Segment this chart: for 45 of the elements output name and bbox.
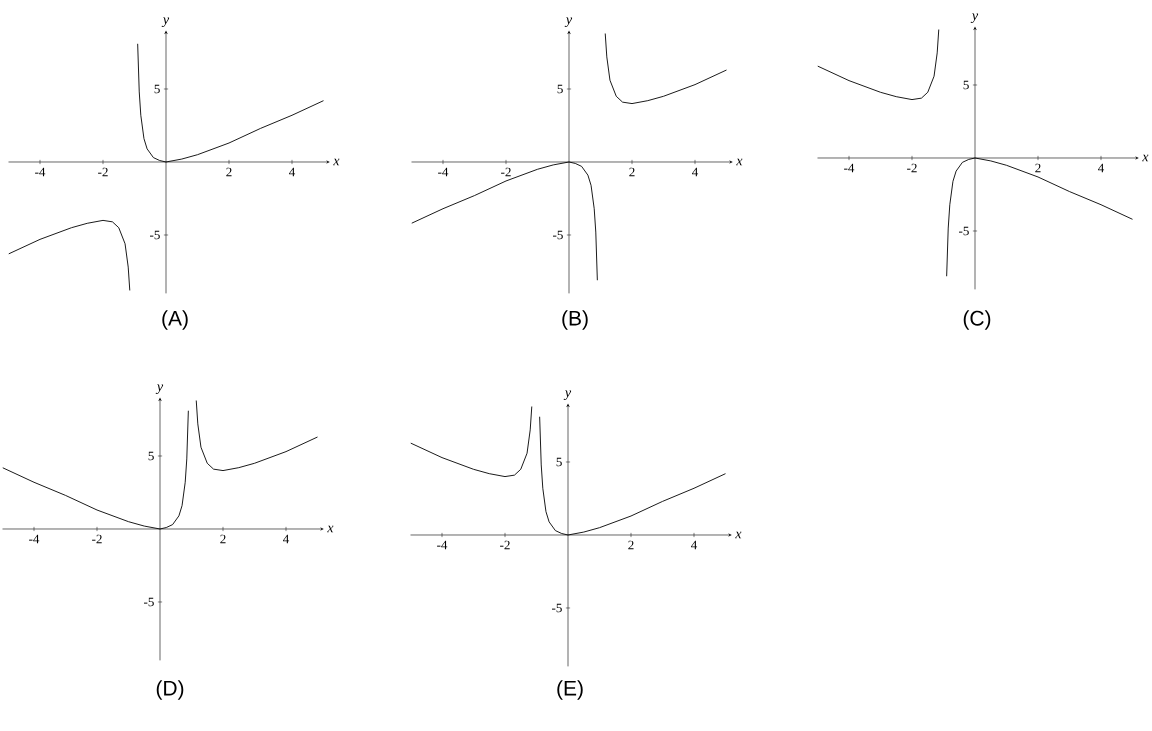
x-tick-label: 2 bbox=[1035, 163, 1041, 173]
x-axis-title: x bbox=[736, 158, 743, 166]
x-tick-label: -2 bbox=[98, 167, 108, 177]
text: (D) bbox=[156, 680, 184, 700]
text: (E) bbox=[557, 680, 583, 700]
x-axis-title: x bbox=[1142, 154, 1149, 162]
y-tick-label: -5 bbox=[552, 603, 562, 613]
text: (B) bbox=[562, 310, 588, 330]
y-tick-label: 5 bbox=[963, 80, 969, 90]
y-axis-title: y bbox=[563, 390, 572, 401]
x-tick-label: -4 bbox=[437, 540, 448, 550]
x-tick-label: -4 bbox=[29, 534, 40, 544]
y-tick-label: 5 bbox=[148, 451, 154, 461]
x-tick-label: 4 bbox=[691, 540, 698, 550]
x-tick-label: 4 bbox=[1098, 163, 1105, 173]
x-axis-title: x bbox=[327, 525, 334, 533]
x-axis-title: x bbox=[735, 531, 742, 539]
x-axis-title: x bbox=[333, 158, 340, 166]
x-tick-label: -4 bbox=[438, 167, 449, 177]
y-tick-label: -5 bbox=[958, 226, 969, 236]
x-tick-label: -4 bbox=[35, 167, 46, 177]
y-axis-title: y bbox=[970, 13, 979, 24]
x-tick-label: -2 bbox=[92, 534, 102, 544]
y-tick-label: 5 bbox=[557, 84, 563, 94]
x-tick-label: 2 bbox=[226, 167, 232, 177]
x-tick-label: 2 bbox=[628, 540, 634, 550]
x-tick-label: 2 bbox=[220, 534, 226, 544]
y-axis-title: y bbox=[155, 384, 164, 395]
text: (A) bbox=[162, 310, 188, 330]
y-tick-label: 5 bbox=[556, 457, 562, 467]
y-tick-label: -5 bbox=[150, 230, 160, 240]
y-axis-title: y bbox=[564, 17, 573, 28]
y-axis-title: y bbox=[161, 17, 170, 28]
x-tick-label: 2 bbox=[629, 167, 635, 177]
y-tick-label: -5 bbox=[553, 230, 563, 240]
x-tick-label: 4 bbox=[289, 167, 296, 177]
x-tick-label: 4 bbox=[283, 534, 290, 544]
x-tick-label: -2 bbox=[907, 163, 917, 173]
x-tick-label: -4 bbox=[844, 163, 855, 173]
text: (C) bbox=[963, 310, 991, 330]
y-tick-label: -5 bbox=[144, 597, 154, 607]
x-tick-label: -2 bbox=[500, 540, 510, 550]
y-tick-label: 5 bbox=[154, 84, 160, 94]
x-tick-label: -2 bbox=[501, 167, 511, 177]
x-tick-label: 4 bbox=[692, 167, 699, 177]
